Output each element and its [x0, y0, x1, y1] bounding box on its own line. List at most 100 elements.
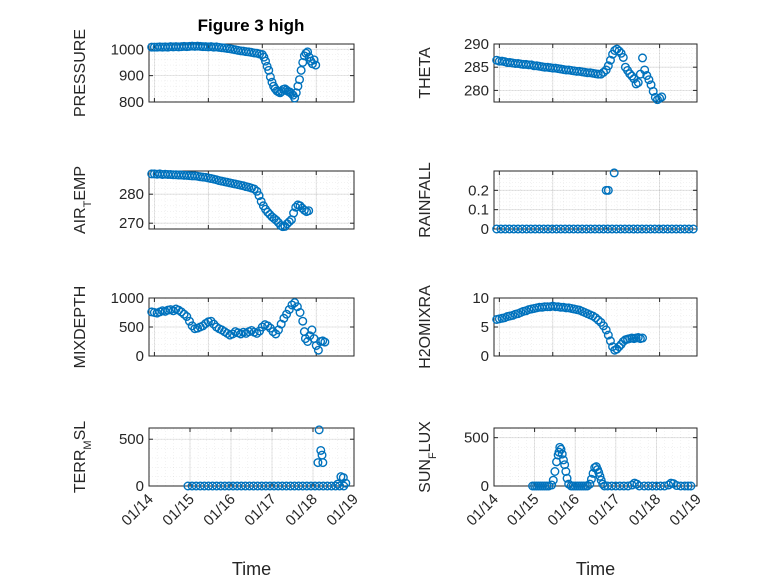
data-point [530, 224, 540, 234]
y-tick-label: 0 [136, 348, 144, 365]
data-point [650, 92, 660, 102]
data-point [298, 316, 308, 326]
y-tick-label: 1000 [111, 290, 144, 307]
data-point [284, 305, 294, 315]
data-point [206, 316, 216, 326]
y-tick-label: 0 [481, 348, 489, 365]
data-point [557, 449, 567, 459]
data-point [631, 79, 641, 89]
data-point [539, 224, 549, 234]
data-point [667, 224, 677, 234]
data-point [654, 224, 664, 234]
data-point [252, 186, 262, 196]
data-point [601, 325, 611, 335]
data-point [655, 93, 665, 103]
data-point [316, 445, 326, 455]
data-point [614, 342, 624, 352]
data-point [504, 224, 514, 234]
data-point [593, 69, 603, 79]
data-point [627, 71, 637, 81]
data-point [609, 168, 619, 178]
data-point [509, 224, 519, 234]
data-point [577, 224, 587, 234]
data-point [603, 61, 613, 71]
y-tick-label: 0 [481, 478, 489, 495]
data-point [614, 46, 624, 56]
data-point [564, 224, 574, 234]
data-point [552, 224, 562, 234]
data-point [556, 444, 566, 454]
x-tick-label: 01/14 [463, 491, 502, 530]
data-point [299, 205, 309, 215]
data-point [637, 224, 647, 234]
data-point [638, 333, 648, 343]
data-point [293, 81, 303, 91]
data-point [607, 224, 617, 234]
y-tick-label: 10 [472, 290, 489, 307]
data-point [284, 217, 294, 227]
data-point [640, 65, 650, 75]
data-point [500, 224, 510, 234]
y-tick-label: 285 [464, 59, 489, 76]
y-tick-label: 280 [119, 186, 144, 203]
y-label-main: PRESSURE [72, 29, 89, 117]
data-point [582, 481, 592, 491]
y-tick-label: 500 [464, 430, 489, 447]
data-point [314, 425, 324, 435]
data-point [605, 55, 615, 65]
y-tick-label: 280 [464, 82, 489, 99]
data-point [492, 224, 502, 234]
x-tick-label: 01/16 [200, 491, 239, 530]
y-label-tail: EMP [72, 166, 89, 201]
data-point [624, 224, 634, 234]
data-point [318, 458, 328, 468]
data-point [547, 480, 557, 490]
y-axis-label: RAINFALL [417, 162, 434, 238]
data-point [550, 467, 560, 477]
data-point [534, 224, 544, 234]
data-point [259, 52, 269, 62]
panel-h2omixra: 0 5 10 H2OMIXRA [417, 285, 698, 369]
data-point [593, 315, 603, 325]
data-point [320, 337, 330, 347]
data-point [313, 345, 323, 355]
y-label-main: THETA [417, 47, 434, 99]
x-tick-label: 01/18 [626, 491, 665, 530]
data-point [290, 93, 300, 103]
x-tick-label: 01/14 [118, 491, 157, 530]
y-tick-label: 0 [481, 221, 489, 238]
y-tick-label: 5 [481, 319, 489, 336]
data-point [641, 224, 651, 234]
x-axis-label: Time [576, 559, 615, 579]
data-point [671, 224, 681, 234]
axes-box-air-temp [148, 170, 355, 230]
data-point [496, 224, 506, 234]
y-label-main: TERR [72, 450, 89, 494]
data-point [268, 327, 278, 337]
data-point [522, 224, 532, 234]
y-label-main: RAINFALL [417, 162, 434, 238]
data-point [663, 224, 673, 234]
y-label-tail: SL [72, 421, 89, 441]
data-point [573, 224, 583, 234]
data-point [581, 224, 591, 234]
data-point [304, 206, 314, 216]
data-point [265, 72, 275, 82]
data-point [261, 56, 271, 66]
data-point [282, 309, 292, 319]
data-point [289, 208, 299, 218]
data-point [605, 336, 615, 346]
y-label-subscript: T [82, 200, 94, 207]
y-label-tail: LUX [417, 421, 434, 452]
data-point [182, 312, 192, 322]
data-point [295, 75, 305, 85]
data-point [263, 321, 273, 331]
data-point [562, 473, 572, 483]
data-point [556, 224, 566, 234]
data-point [179, 309, 189, 319]
data-point [262, 61, 272, 71]
data-point [598, 479, 608, 489]
data-point [616, 224, 626, 234]
data-point [657, 92, 667, 102]
